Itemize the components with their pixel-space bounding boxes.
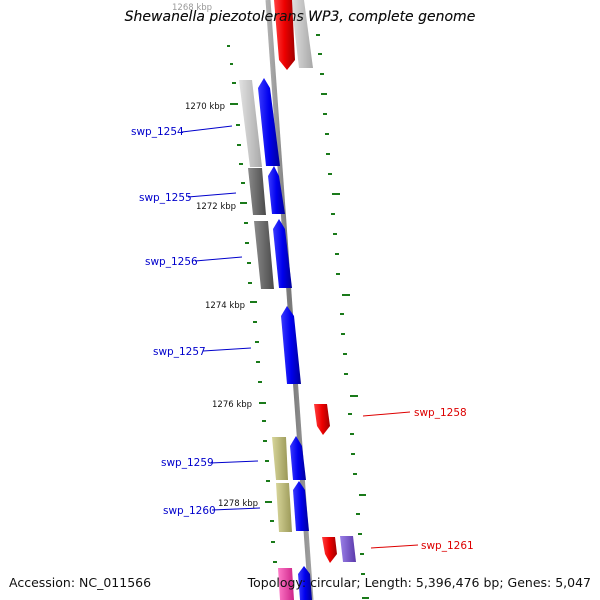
cog-block	[340, 536, 356, 562]
cog-block	[276, 483, 292, 532]
cog-block	[254, 221, 274, 289]
cds-arrow-reverse	[274, 0, 295, 70]
cds-arrow-swp-1257	[281, 306, 301, 384]
cog-block	[291, 0, 313, 68]
cds-arrow-swp-1256	[273, 219, 292, 288]
tick-marks-left	[227, 45, 277, 563]
gene-label-swp-1261: swp_1261	[421, 540, 474, 552]
map-title: Shewanella piezotolerans WP3, complete g…	[124, 9, 476, 25]
gene-leaders	[181, 125, 419, 549]
cds-arrow-forward	[298, 566, 312, 600]
scale-label: 1278 kbp	[218, 499, 258, 509]
topology-text: Topology: circular; Length: 5,396,476 bp…	[247, 575, 591, 590]
gene-label-swp-1258: swp_1258	[414, 407, 467, 419]
cog-block	[272, 437, 288, 480]
scale-labels: 1268 kbp 1270 kbp 1272 kbp 1274 kbp 1276…	[172, 3, 258, 509]
cds-arrow-swp-1259	[290, 436, 306, 480]
gene-label-swp-1255: swp_1255	[139, 192, 192, 204]
cog-block	[248, 168, 266, 215]
scale-label: 1268 kbp	[172, 3, 212, 13]
gene-labels: swp_1254 swp_1255 swp_1256 swp_1257 swp_…	[131, 126, 474, 552]
tick-marks-right	[316, 34, 369, 599]
gene-label-swp-1254: swp_1254	[131, 126, 184, 138]
cog-blocks	[239, 0, 356, 600]
gene-label-swp-1259: swp_1259	[161, 457, 214, 469]
scale-label: 1274 kbp	[205, 301, 245, 311]
gene-label-swp-1257: swp_1257	[153, 346, 206, 358]
accession-text: Accession: NC_011566	[9, 575, 152, 590]
cds-arrow-swp-1254	[258, 78, 280, 166]
cds-arrow-swp-1261	[322, 537, 337, 563]
cds-arrow-swp-1255	[268, 166, 285, 214]
cds-features	[258, 0, 337, 600]
scale-label: 1270 kbp	[185, 102, 225, 112]
scale-label: 1276 kbp	[212, 400, 252, 410]
gene-label-swp-1256: swp_1256	[145, 256, 198, 268]
cog-block	[239, 80, 262, 167]
cds-arrow-swp-1260	[293, 481, 309, 531]
cog-block	[278, 568, 294, 600]
gene-label-swp-1260: swp_1260	[163, 505, 216, 517]
scale-label: 1272 kbp	[196, 202, 236, 212]
cds-arrow-swp-1258	[314, 404, 330, 435]
